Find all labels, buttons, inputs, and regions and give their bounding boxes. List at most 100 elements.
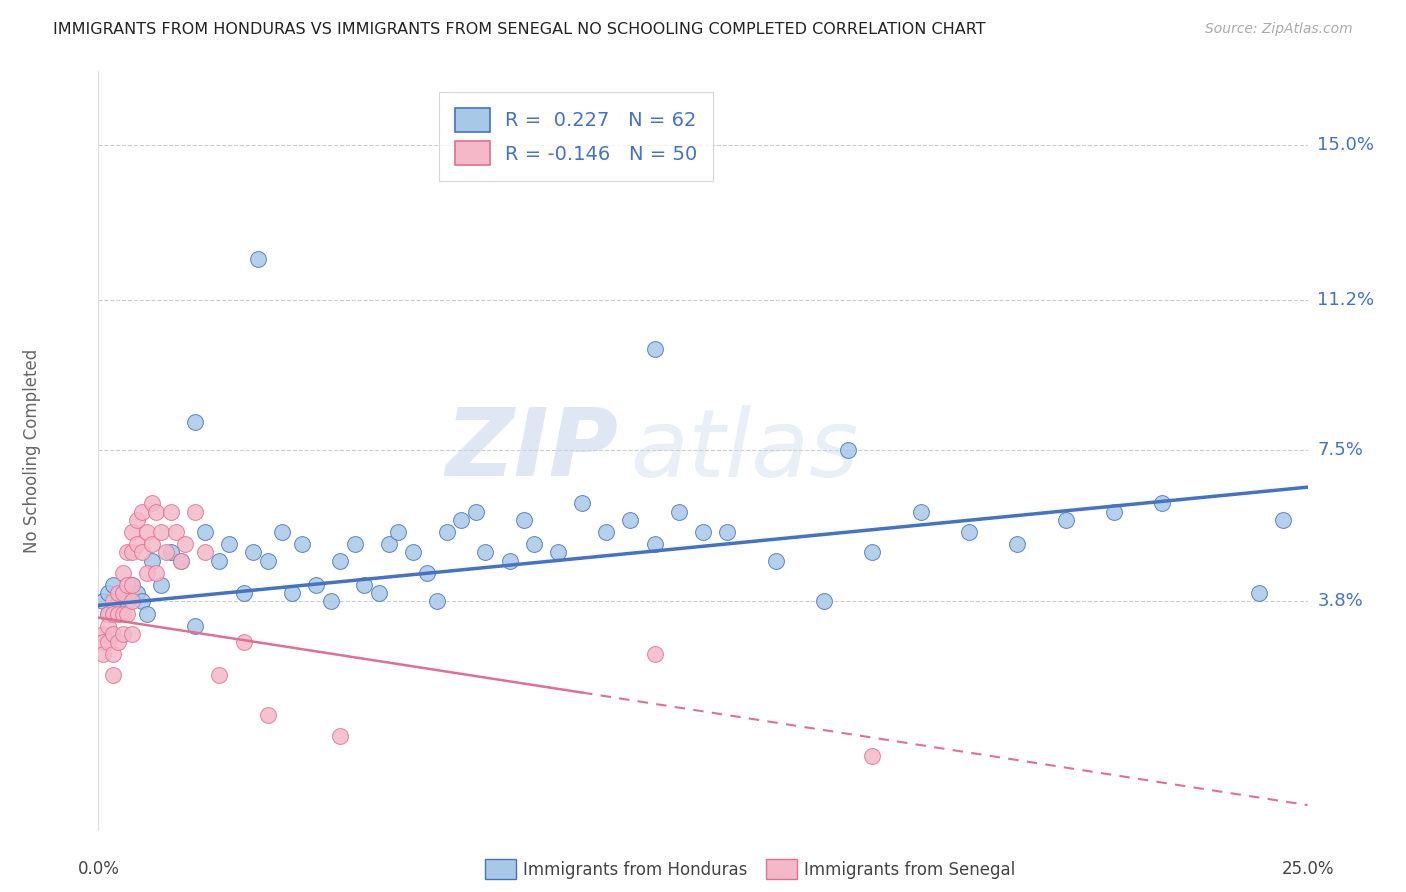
Point — [402, 545, 425, 559]
Point — [329, 729, 352, 743]
Point — [97, 635, 120, 649]
Point — [145, 505, 167, 519]
Point — [107, 607, 129, 621]
Legend: R =  0.227   N = 62, R = -0.146   N = 50: R = 0.227 N = 62, R = -0.146 N = 50 — [439, 93, 713, 181]
Text: Immigrants from Senegal: Immigrants from Senegal — [804, 861, 1015, 879]
Text: 3.8%: 3.8% — [1317, 592, 1362, 610]
Point — [141, 496, 163, 510]
Text: 11.2%: 11.2% — [1317, 291, 1375, 309]
Point — [150, 578, 173, 592]
Point — [141, 553, 163, 567]
Point — [813, 594, 835, 608]
Point — [117, 545, 139, 559]
Point — [281, 586, 304, 600]
Point — [571, 496, 593, 510]
Point — [111, 566, 134, 580]
Point — [155, 545, 177, 559]
Point — [121, 578, 143, 592]
Point — [101, 647, 124, 661]
Text: atlas: atlas — [630, 405, 859, 496]
Point — [160, 505, 183, 519]
Point — [107, 594, 129, 608]
Point — [127, 586, 149, 600]
Point — [97, 607, 120, 621]
Point — [145, 566, 167, 580]
Point — [513, 513, 536, 527]
Point — [131, 505, 153, 519]
Point — [619, 513, 641, 527]
Point — [1007, 537, 1029, 551]
Point — [232, 586, 254, 600]
Point — [91, 647, 114, 661]
Point — [107, 635, 129, 649]
Point — [218, 537, 240, 551]
Point — [595, 524, 617, 539]
Point — [1054, 513, 1077, 527]
Point — [117, 594, 139, 608]
Point — [111, 607, 134, 621]
Point — [242, 545, 264, 559]
Point — [121, 578, 143, 592]
Point — [135, 524, 157, 539]
Point — [117, 578, 139, 592]
Point — [957, 524, 980, 539]
Point — [547, 545, 569, 559]
Point — [208, 667, 231, 681]
Point — [184, 619, 207, 633]
Point — [387, 524, 409, 539]
Point — [135, 607, 157, 621]
Point — [111, 586, 134, 600]
Point — [498, 553, 520, 567]
Point — [377, 537, 399, 551]
Point — [247, 252, 270, 266]
Point — [208, 553, 231, 567]
Point — [716, 524, 738, 539]
Point — [111, 627, 134, 641]
Point — [165, 524, 187, 539]
Text: 7.5%: 7.5% — [1317, 442, 1364, 459]
Point — [765, 553, 787, 567]
Point — [127, 537, 149, 551]
Point — [474, 545, 496, 559]
Point — [91, 594, 114, 608]
Point — [232, 635, 254, 649]
Point — [436, 524, 458, 539]
Point — [644, 647, 666, 661]
Point — [1249, 586, 1271, 600]
Point — [101, 594, 124, 608]
Point — [416, 566, 439, 580]
Point — [97, 607, 120, 621]
Text: No Schooling Completed: No Schooling Completed — [22, 349, 41, 552]
Point — [305, 578, 328, 592]
Point — [101, 607, 124, 621]
Point — [184, 505, 207, 519]
Point — [368, 586, 391, 600]
Point — [329, 553, 352, 567]
Point — [194, 524, 217, 539]
Point — [353, 578, 375, 592]
Point — [135, 566, 157, 580]
Point — [256, 708, 278, 723]
Point — [107, 586, 129, 600]
Point — [644, 342, 666, 356]
Text: Source: ZipAtlas.com: Source: ZipAtlas.com — [1205, 22, 1353, 37]
Point — [256, 553, 278, 567]
Text: ZIP: ZIP — [446, 404, 619, 497]
Point — [837, 443, 859, 458]
Point — [169, 553, 191, 567]
Point — [97, 619, 120, 633]
Point — [101, 578, 124, 592]
Point — [1152, 496, 1174, 510]
Point — [160, 545, 183, 559]
Point — [523, 537, 546, 551]
Point — [464, 505, 486, 519]
Point — [150, 524, 173, 539]
Point — [141, 537, 163, 551]
Point — [121, 524, 143, 539]
Point — [290, 537, 312, 551]
Point — [184, 415, 207, 429]
Point — [121, 594, 143, 608]
Point — [644, 537, 666, 551]
Text: IMMIGRANTS FROM HONDURAS VS IMMIGRANTS FROM SENEGAL NO SCHOOLING COMPLETED CORRE: IMMIGRANTS FROM HONDURAS VS IMMIGRANTS F… — [53, 22, 986, 37]
Point — [271, 524, 294, 539]
